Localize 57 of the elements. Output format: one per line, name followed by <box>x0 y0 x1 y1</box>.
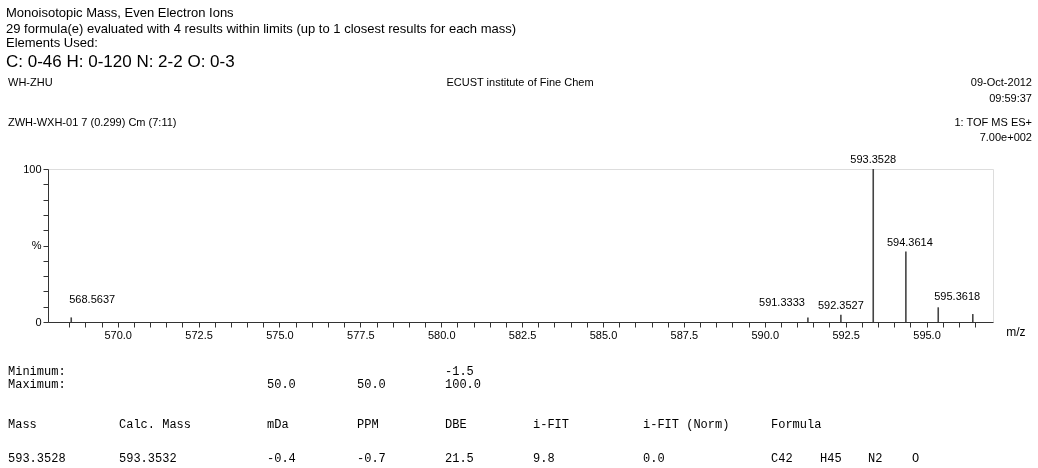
text: C42 <box>771 452 793 466</box>
x-tick-label: 580.0 <box>427 328 456 341</box>
x-tick-label: 570.0 <box>104 328 132 341</box>
x-axis-title: m/z <box>1006 324 1026 339</box>
x-tick-label: 592.5 <box>832 328 860 341</box>
text: -0.4 <box>267 452 296 466</box>
text: WH-ZHU <box>8 76 53 88</box>
x-tick-label: 572.5 <box>185 328 213 341</box>
text: 21.5 <box>445 452 474 466</box>
y-tick-label: % <box>31 239 42 251</box>
text: Formula <box>771 418 822 432</box>
text: H45 <box>820 452 842 466</box>
text: 593.3528 <box>8 452 66 466</box>
text: Mass <box>8 418 37 432</box>
text: 593.3532 <box>119 452 177 466</box>
text: Minimum: <box>8 365 66 379</box>
annotation: 593.3528 <box>850 153 897 165</box>
text: i-FIT <box>533 418 570 432</box>
chart-title: Monoisotopic Mass, Even Electron Ions <box>6 5 235 20</box>
y-tick-label: 0 <box>35 315 42 328</box>
text: Elements Used: <box>6 35 98 50</box>
text: ECUST institute of Fine Chem <box>446 76 594 88</box>
text: 7.00e+002 <box>979 131 1032 143</box>
text: mDa <box>267 418 289 432</box>
text: Maximum: <box>8 378 66 392</box>
text: 1: TOF MS ES+ <box>954 116 1032 128</box>
text: 50.0 <box>357 378 386 392</box>
annotation: 595.3618 <box>934 290 981 303</box>
annotation: 591.3333 <box>759 296 805 309</box>
text: 09-Oct-2012 <box>970 76 1032 88</box>
text: Calc. Mass <box>119 418 192 432</box>
annotation: 592.3527 <box>817 298 864 311</box>
text: C: 0-46 H: 0-120 N: 2-2 O: 0-3 <box>6 52 235 71</box>
text: N2 <box>868 452 883 466</box>
x-tick-label: 577.5 <box>347 328 375 341</box>
x-tick-label: 595.0 <box>913 328 941 341</box>
text: -1.5 <box>445 365 474 379</box>
annotation: 594.3614 <box>886 235 933 248</box>
x-tick-label: 590.0 <box>751 328 780 341</box>
text: -0.7 <box>357 452 386 466</box>
x-tick-label: 587.5 <box>670 328 699 341</box>
x-tick-label: 582.5 <box>508 328 537 341</box>
text: 0.0 <box>643 452 665 466</box>
x-tick-label: 575.0 <box>266 328 294 341</box>
text: DBE <box>445 418 467 432</box>
chart-subtitle: 29 formula(e) evaluated with 4 results within limits (up to 1 closest results for each mass) <box>6 21 517 36</box>
text: 100.0 <box>445 378 482 392</box>
y-tick-label: 100 <box>23 162 42 175</box>
text: ZWH-WXH-01 7 (0.299) Cm (7:11) <box>8 116 177 128</box>
text: 50.0 <box>267 378 296 392</box>
text: 9.8 <box>533 452 555 466</box>
text: O <box>912 452 920 466</box>
text: 09:59:37 <box>989 92 1032 104</box>
text: PPM <box>357 418 379 432</box>
annotation: 568.5637 <box>69 293 116 306</box>
x-tick-label: 585.0 <box>589 328 618 341</box>
text: i-FIT (Norm) <box>643 418 730 432</box>
